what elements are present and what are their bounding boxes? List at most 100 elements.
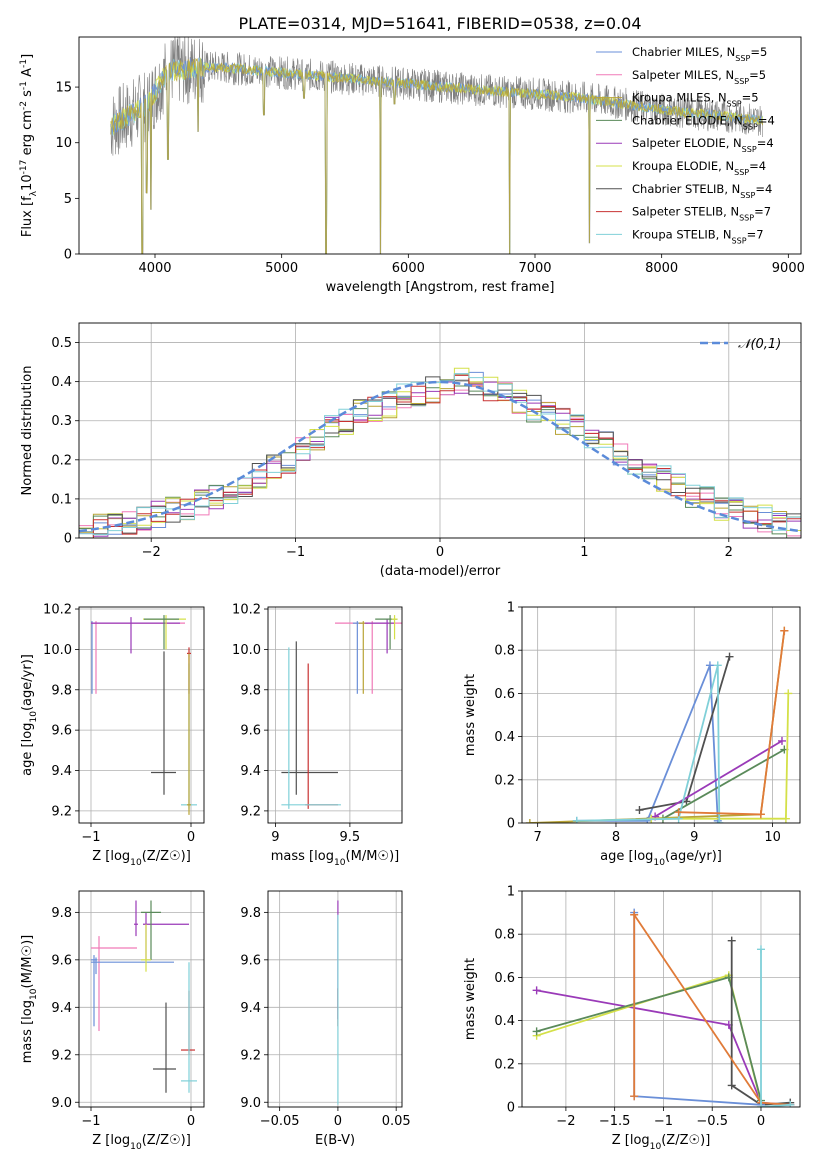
axes-frame <box>267 890 403 1108</box>
errorbar-point-4 <box>144 615 179 650</box>
errorbar-point-2 <box>91 957 174 975</box>
y-tick-label: 5 <box>64 192 72 207</box>
errorbar-point-4 <box>134 900 138 937</box>
weight-line-0 <box>576 664 719 822</box>
y-tick-label: 9.2 <box>51 1048 72 1063</box>
legend-label: Chabrier ELODIE, NSSP=4 <box>632 113 775 130</box>
x-axis-label: Z [log10(Z/Z☉)] <box>612 1133 711 1152</box>
errorbar-point-3 <box>91 967 174 1031</box>
x-tick-label: 9 <box>690 830 698 845</box>
axes-frame <box>267 606 403 824</box>
errorbar-point-10 <box>181 962 197 1093</box>
y-tick-label: 9.0 <box>51 1096 72 1111</box>
errorbar-point-0 <box>335 621 402 694</box>
panel-age-weight: 7 8 9 10 0 0.2 0.4 0.6 0.8 1 age [log10(age/yr)] ma… <box>463 601 801 868</box>
x-tick-label: −1 <box>81 830 100 845</box>
errorbar-point-8 <box>281 647 341 809</box>
weight-marker <box>532 1027 541 1036</box>
errorbar-point-8 <box>187 653 191 815</box>
y-axis-label: mass [log10(M/M☉)] <box>20 935 39 1063</box>
x-tick-label: −1 <box>654 1114 673 1129</box>
errorbar-point-2 <box>91 617 180 654</box>
y-tick-label: 0 <box>507 817 515 832</box>
axes-frame <box>521 890 801 1108</box>
weight-line-3 <box>662 748 785 820</box>
y-axis-label: mass weight <box>463 958 478 1040</box>
errorbar-point-7 <box>305 663 338 809</box>
x-tick-label: 0 <box>436 545 444 560</box>
y-tick-label: 9.4 <box>240 764 261 779</box>
x-tick-label: −0.05 <box>260 1114 300 1129</box>
y-tick-label: 0.4 <box>494 1014 515 1029</box>
x-axis-label: E(B-V) <box>315 1133 355 1148</box>
x-tick-label: −2 <box>142 545 161 560</box>
weight-marker <box>780 626 789 635</box>
x-tick-label: 7000 <box>518 261 551 276</box>
weight-marker <box>781 814 790 823</box>
weight-marker <box>784 689 793 698</box>
y-tick-label: 10.2 <box>43 603 72 618</box>
weight-marker <box>630 1092 639 1101</box>
y-tick-label: 0 <box>507 1101 515 1116</box>
plot-area <box>79 323 801 538</box>
y-tick-label: 9.6 <box>51 724 72 739</box>
errorbar-point-1 <box>91 936 137 1032</box>
x-tick-label: 9.5 <box>340 830 361 845</box>
y-tick-label: 9.8 <box>240 683 261 698</box>
legend-label: Kroupa STELIB, NSSP=7 <box>632 227 764 245</box>
histogram-8 <box>79 373 801 536</box>
weight-line-5 <box>633 911 791 1106</box>
plot-area <box>79 607 204 823</box>
legend-label: Salpeter MILES, NSSP=5 <box>632 68 766 86</box>
y-tick-label: 9.4 <box>51 1001 72 1016</box>
weight-marker <box>786 1100 795 1107</box>
y-axis-label: mass weight <box>463 674 478 756</box>
y-tick-label: 0.8 <box>494 644 515 659</box>
plot-area <box>268 891 402 1107</box>
errorbar-point-7 <box>141 924 151 972</box>
weight-line-1 <box>536 974 762 1103</box>
model-spectrum-2 <box>110 57 764 254</box>
weight-marker <box>756 810 765 819</box>
axes-frame <box>78 322 802 539</box>
y-tick-label: 9.0 <box>240 1096 261 1111</box>
histogram-5 <box>79 367 801 533</box>
legend-label: Kroupa ELODIE, NSSP=4 <box>632 159 766 177</box>
errorbar-point-9 <box>181 990 195 1055</box>
weight-marker <box>727 936 736 945</box>
x-tick-label: 5000 <box>265 261 298 276</box>
x-axis-label: age [log10(age/yr)] <box>600 849 722 868</box>
x-tick-label: 9 <box>271 830 279 845</box>
y-tick-label: 0.5 <box>51 336 72 351</box>
y-tick-label: 9.6 <box>240 953 261 968</box>
x-tick-label: −1 <box>286 545 305 560</box>
legend-label: Salpeter STELIB, NSSP=7 <box>632 205 771 223</box>
panel-ebv-mass: −0.05 0 0.05 9.0 9.2 9.4 9.6 9.8 E(B-V) <box>240 890 411 1148</box>
weight-marker <box>674 808 683 817</box>
y-tick-label: 1 <box>507 885 515 900</box>
errorbar-point-8 <box>153 1002 176 1093</box>
y-tick-label: 10 <box>55 136 72 151</box>
x-axis-label: mass [log10(M/M☉)] <box>271 849 399 868</box>
y-tick-label: 9.6 <box>51 953 72 968</box>
legend: Chabrier MILES, NSSP=5 Salpeter MILES, NS… <box>596 45 775 245</box>
panel-z-age: −1 0 9.2 9.4 9.6 9.8 10.0 10.2 Z [log10(Z/Z☉)] ag… <box>20 603 205 868</box>
panel-residuals: −2 −1 0 1 2 0 0.1 0.2 0.3 0.4 0.5 (data-model)/erro… <box>20 322 802 579</box>
legend-label: Salpeter ELODIE, NSSP=4 <box>632 136 774 154</box>
weight-marker <box>725 652 734 661</box>
weight-marker <box>532 986 541 995</box>
weight-marker <box>525 819 534 823</box>
y-tick-label: 10.2 <box>232 603 261 618</box>
y-tick-label: 0.2 <box>494 773 515 788</box>
weight-marker <box>756 945 765 954</box>
weight-marker <box>727 1081 736 1090</box>
x-tick-label: 6000 <box>392 261 425 276</box>
y-tick-label: 15 <box>55 81 72 96</box>
weight-marker <box>635 806 644 815</box>
errorbar-point-2 <box>358 621 368 694</box>
x-tick-label: 2 <box>725 545 733 560</box>
axes-frame <box>78 36 802 255</box>
panel-mass-age: 9 9.5 9.2 9.4 9.6 9.8 10.0 10.2 mass [log10(M/M☉… <box>232 603 403 868</box>
normal-curve <box>79 380 801 533</box>
